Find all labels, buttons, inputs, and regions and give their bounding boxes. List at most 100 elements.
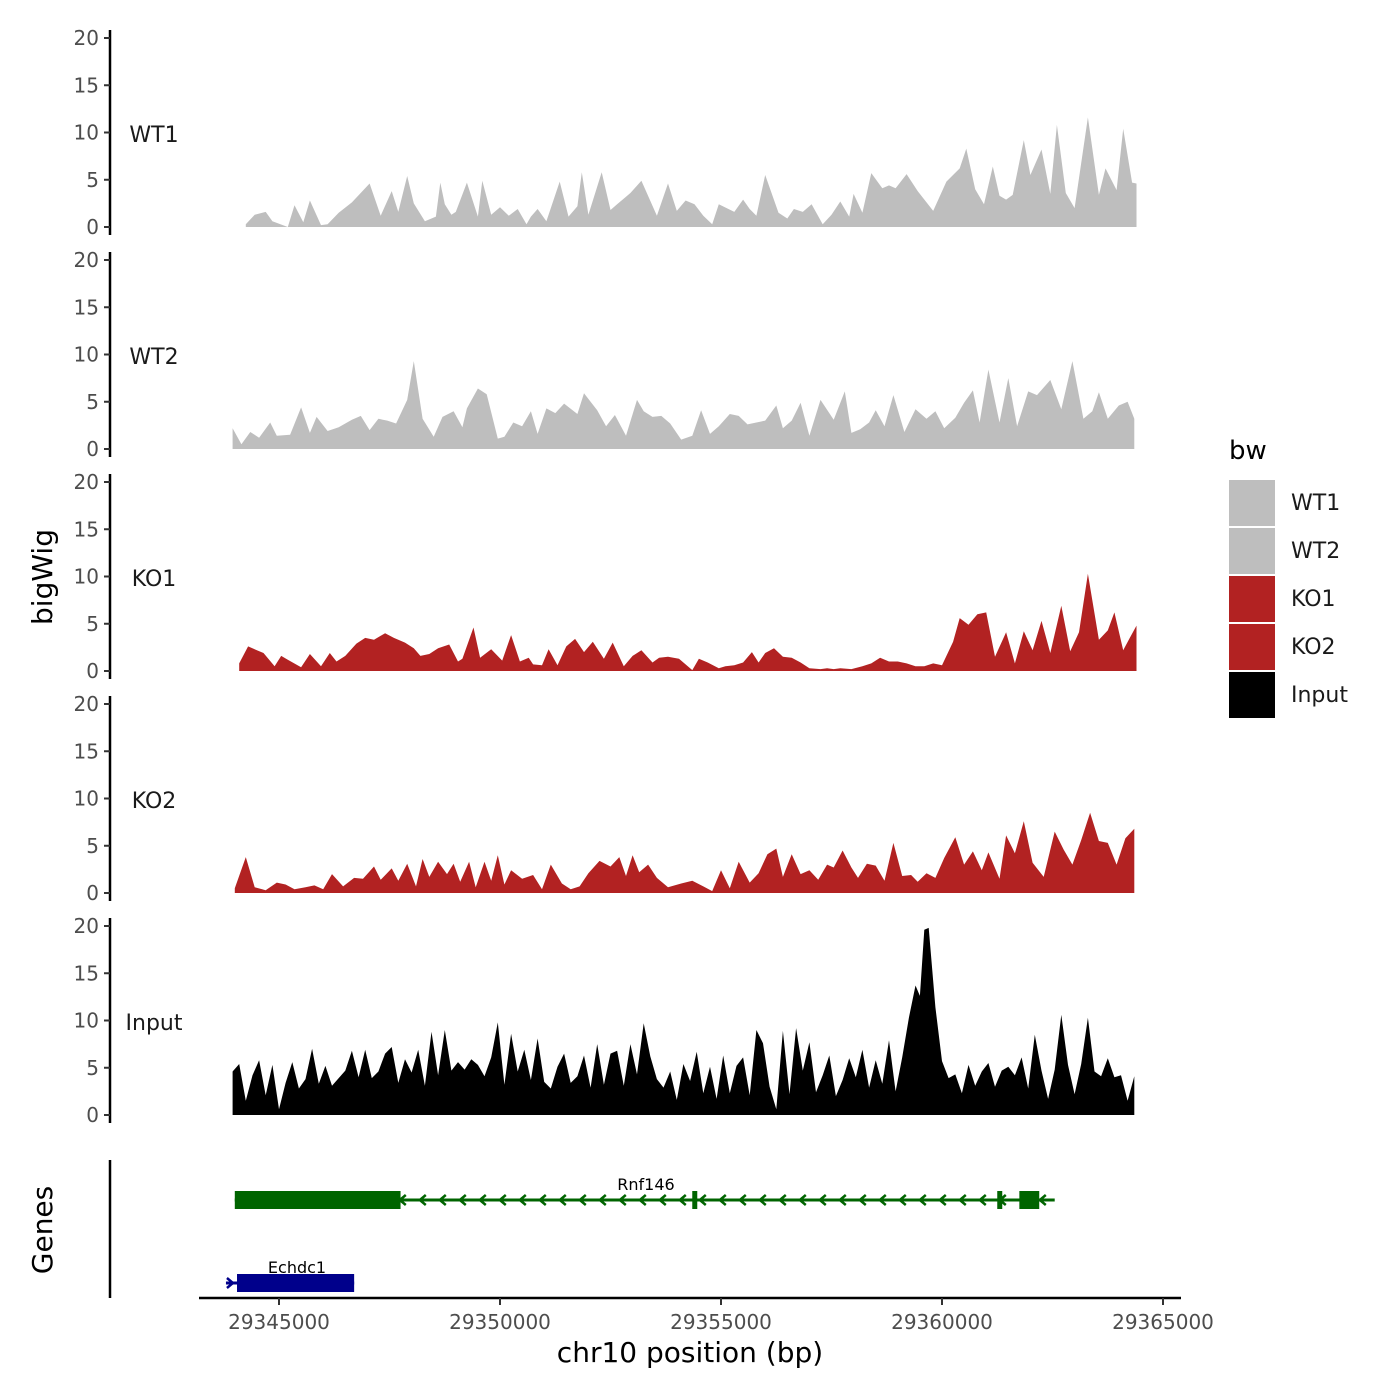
- y-tick-label-wt2-10: 10: [74, 343, 99, 367]
- legend-key-ko2: [1229, 624, 1275, 670]
- strand-arrow: [597, 1194, 607, 1206]
- strand-arrow: [777, 1194, 787, 1206]
- x-axis: 29345000 29350000 29355000 29360000 29365000: [199, 1296, 1214, 1334]
- strand-arrow: [757, 1194, 767, 1206]
- legend-key-wt2: [1229, 528, 1275, 574]
- y-tick-label-wt2-15: 15: [74, 295, 99, 319]
- exon-rnf146-4: [1019, 1191, 1040, 1209]
- x-tick-label-29360000: 29360000: [891, 1310, 993, 1334]
- exon-rnf146-3: [997, 1191, 1003, 1209]
- signal-area-ko1: [239, 573, 1137, 671]
- track-label-ko2: KO2: [132, 789, 177, 814]
- strand-arrow: [737, 1194, 747, 1206]
- strand-arrow: [837, 1194, 847, 1206]
- strand-arrow: [617, 1194, 627, 1206]
- track-label-wt2: WT2: [129, 345, 178, 370]
- x-tick-label-29365000: 29365000: [1112, 1310, 1214, 1334]
- y-axis-title-genes: Genes: [26, 1186, 59, 1274]
- legend-label-wt2: WT2: [1291, 539, 1340, 564]
- strand-arrow: [477, 1194, 487, 1206]
- strand-arrow: [557, 1194, 567, 1206]
- gene-echdc1: Echdc1: [225, 1258, 355, 1292]
- track-panel-input: 0 5 10 15 20 Input: [74, 914, 1135, 1127]
- y-tick-label-wt1-5: 5: [86, 168, 99, 192]
- legend-label-ko1: KO1: [1291, 587, 1336, 612]
- y-tick-label-wt2-20: 20: [74, 248, 99, 272]
- strand-arrow: [497, 1194, 507, 1206]
- y-tick-label-input-10: 10: [74, 1009, 99, 1033]
- y-tick-label-ko2-10: 10: [74, 787, 99, 811]
- strand-arrow: [897, 1194, 907, 1206]
- legend: bw WT1 WT2 KO1 KO2 Input: [1229, 436, 1348, 718]
- strand-arrow: [677, 1194, 687, 1206]
- gene-rnf146: Rnf146: [234, 1175, 1055, 1209]
- strand-arrow: [957, 1194, 967, 1206]
- strand-arrow: [917, 1194, 927, 1206]
- strand-arrow: [817, 1194, 827, 1206]
- track-panel-ko2: 0 5 10 15 20 KO2: [74, 692, 1135, 905]
- strand-arrow: [457, 1194, 467, 1206]
- strand-arrow: [517, 1194, 527, 1206]
- exon-echdc1-1: [237, 1274, 355, 1292]
- y-tick-label-ko1-15: 15: [74, 517, 99, 541]
- signal-area-input: [232, 927, 1135, 1115]
- genes-layer: Rnf146 Echdc1: [108, 1160, 1055, 1298]
- y-tick-label-wt1-0: 0: [86, 215, 99, 239]
- track-label-wt1: WT1: [129, 123, 178, 148]
- y-tick-label-wt2-0: 0: [86, 437, 99, 461]
- gene-label-echdc1: Echdc1: [268, 1258, 326, 1277]
- signal-area-wt1: [245, 117, 1137, 227]
- x-tick-label-29350000: 29350000: [449, 1310, 551, 1334]
- strand-arrow: [417, 1194, 427, 1206]
- legend-key-input: [1229, 672, 1275, 718]
- y-tick-label-wt1-10: 10: [74, 121, 99, 145]
- y-tick-label-wt1-20: 20: [74, 26, 99, 50]
- signal-area-ko2: [234, 812, 1135, 893]
- strand-arrow: [797, 1194, 807, 1206]
- strand-arrow: [637, 1194, 647, 1206]
- y-tick-label-ko2-0: 0: [86, 881, 99, 905]
- y-tick-label-input-5: 5: [86, 1056, 99, 1080]
- strand-arrow: [877, 1194, 887, 1206]
- track-label-input: Input: [126, 1011, 183, 1036]
- track-panel-wt1: 0 5 10 15 20 WT1: [74, 26, 1137, 239]
- strand-arrow: [937, 1194, 947, 1206]
- strand-arrow: [977, 1194, 987, 1206]
- exon-rnf146-2: [692, 1191, 698, 1209]
- y-tick-label-ko1-20: 20: [74, 470, 99, 494]
- y-tick-label-ko1-5: 5: [86, 612, 99, 636]
- strand-arrow: [857, 1194, 867, 1206]
- track-label-ko1: KO1: [132, 567, 177, 592]
- y-tick-label-input-20: 20: [74, 914, 99, 938]
- y-tick-label-ko2-5: 5: [86, 834, 99, 858]
- legend-title: bw: [1229, 436, 1267, 466]
- strand-arrow: [437, 1194, 447, 1206]
- strand-arrow: [537, 1194, 547, 1206]
- track-panel-wt2: 0 5 10 15 20 WT2: [74, 248, 1135, 461]
- x-axis-title: chr10 position (bp): [557, 1336, 823, 1369]
- signal-area-wt2: [232, 361, 1135, 449]
- y-tick-label-ko1-10: 10: [74, 565, 99, 589]
- legend-key-wt1: [1229, 480, 1275, 526]
- legend-label-input: Input: [1291, 683, 1348, 708]
- legend-key-ko1: [1229, 576, 1275, 622]
- tracks-layer: 0 5 10 15 20 WT1 0 5 10 15 20 WT2 0 5 10 15 20 KO1 0 5 10 15 2…: [74, 26, 1137, 1127]
- y-tick-label-input-0: 0: [86, 1103, 99, 1127]
- y-tick-label-wt1-15: 15: [74, 73, 99, 97]
- strand-arrow: [657, 1194, 667, 1206]
- x-tick-label-29355000: 29355000: [670, 1310, 772, 1334]
- strand-arrow: [697, 1194, 707, 1206]
- legend-label-wt1: WT1: [1291, 491, 1340, 516]
- y-tick-label-wt2-5: 5: [86, 390, 99, 414]
- y-tick-label-ko1-0: 0: [86, 659, 99, 683]
- y-tick-label-ko2-15: 15: [74, 739, 99, 763]
- strand-arrow: [577, 1194, 587, 1206]
- gene-label-rnf146: Rnf146: [617, 1175, 674, 1194]
- strand-arrow: [717, 1194, 727, 1206]
- x-tick-label-29345000: 29345000: [228, 1310, 330, 1334]
- legend-label-ko2: KO2: [1291, 635, 1336, 660]
- strand-arrow: [226, 1277, 235, 1289]
- y-axis-title-bigwig: bigWig: [26, 529, 59, 625]
- exon-rnf146-1: [234, 1191, 401, 1209]
